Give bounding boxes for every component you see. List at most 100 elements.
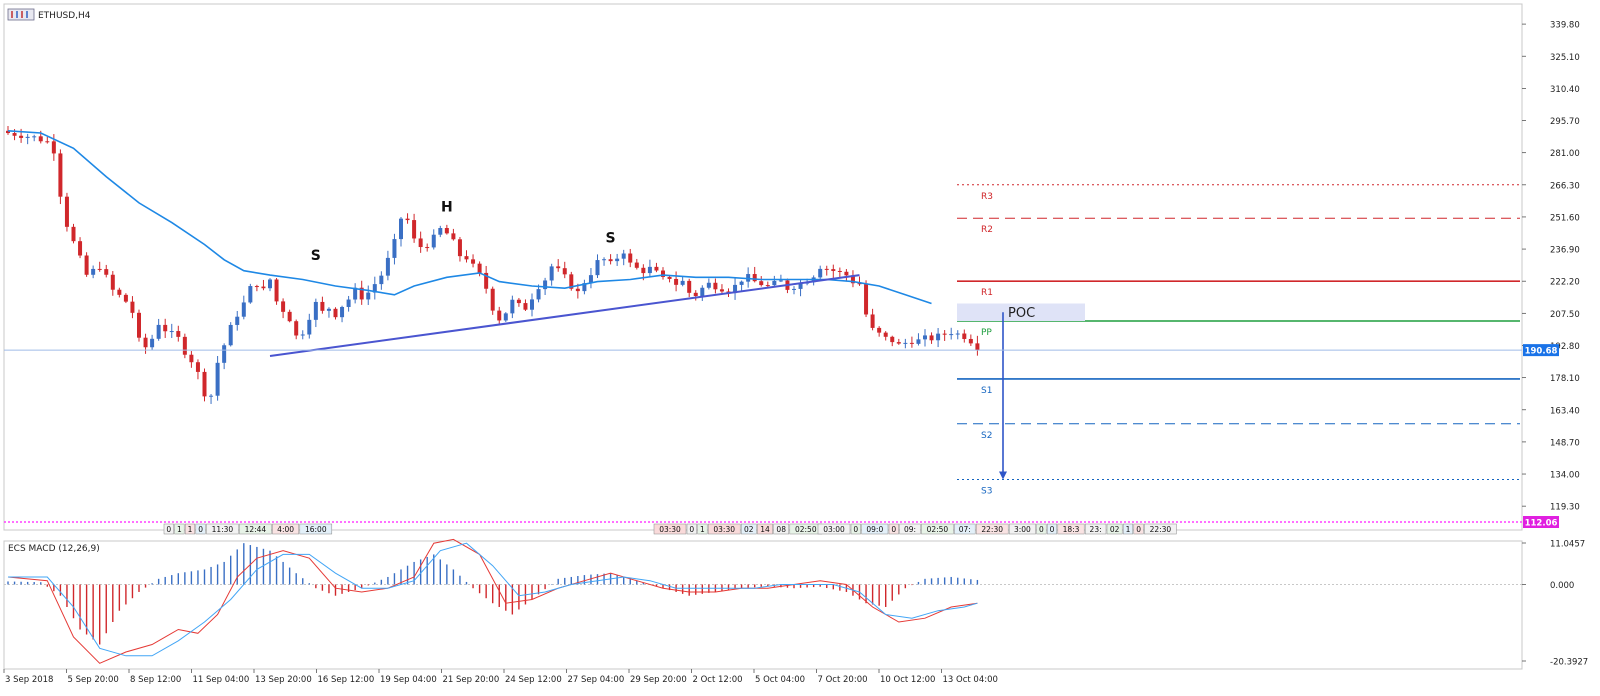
candle-body bbox=[274, 279, 279, 302]
candle-body bbox=[687, 280, 692, 293]
symbol-title: ETHUSD,H4 bbox=[38, 11, 91, 21]
y-tick-label: 266.30 bbox=[1550, 181, 1580, 191]
session-chip-label: 1 bbox=[1126, 525, 1131, 534]
candle-body bbox=[634, 262, 639, 268]
candle-body bbox=[418, 238, 423, 248]
x-tick-label: 16 Sep 12:00 bbox=[318, 675, 375, 685]
session-chip bbox=[921, 523, 954, 535]
candle-body bbox=[300, 334, 305, 336]
session-chip-label: 11:30 bbox=[212, 525, 234, 534]
candle-body bbox=[523, 303, 528, 310]
x-tick-label: 5 Sep 20:00 bbox=[68, 675, 119, 685]
candle-body bbox=[844, 271, 849, 276]
candle-body bbox=[294, 321, 299, 336]
session-chip bbox=[740, 523, 757, 535]
candle-body bbox=[169, 331, 174, 333]
macd-title: ECS MACD (12,26,9) bbox=[8, 544, 100, 554]
candle-body bbox=[569, 274, 574, 289]
session-chip bbox=[1106, 523, 1123, 535]
candle-body bbox=[870, 314, 875, 328]
session-chip-label: 0 bbox=[1136, 525, 1141, 534]
poc-label: POC bbox=[1008, 306, 1035, 321]
x-tick-label: 13 Sep 20:00 bbox=[255, 675, 312, 685]
candle-body bbox=[372, 284, 377, 293]
y-tick-label: 207.50 bbox=[1550, 310, 1580, 320]
candle-body bbox=[798, 283, 803, 289]
candle-body bbox=[824, 268, 829, 270]
session-chip bbox=[888, 523, 899, 535]
y-tick-label: 148.70 bbox=[1550, 438, 1580, 448]
candle-body bbox=[497, 310, 502, 321]
candle-body bbox=[333, 308, 338, 318]
session-chip-label: 1 bbox=[700, 525, 705, 534]
candle-body bbox=[209, 395, 214, 397]
candle-body bbox=[412, 220, 417, 239]
candle-body bbox=[962, 333, 967, 339]
y-tick-label: 192.80 bbox=[1550, 342, 1580, 352]
session-chip bbox=[1084, 523, 1107, 535]
candle-body bbox=[837, 270, 842, 272]
candle-body bbox=[222, 345, 227, 363]
y-tick-label: 251.60 bbox=[1550, 213, 1580, 223]
session-chip-label: 0 bbox=[1039, 525, 1044, 534]
candle-body bbox=[91, 268, 96, 275]
candle-body bbox=[379, 275, 384, 285]
candle-body bbox=[909, 342, 914, 344]
candle-body bbox=[968, 338, 973, 344]
candle-body bbox=[130, 301, 135, 313]
session-chip bbox=[163, 523, 174, 535]
poc-box bbox=[957, 303, 1085, 322]
candle-body bbox=[628, 253, 633, 263]
y-tick-label: 163.40 bbox=[1550, 406, 1580, 416]
candle-body bbox=[254, 286, 259, 288]
candle-body bbox=[896, 342, 901, 344]
x-tick-label: 2 Oct 12:00 bbox=[693, 675, 743, 685]
session-chip-label: 23: bbox=[1090, 525, 1102, 534]
candle-body bbox=[464, 256, 469, 260]
y-tick-label: 281.00 bbox=[1550, 149, 1580, 159]
y-tick-label: 295.70 bbox=[1550, 117, 1580, 127]
current-price-label: 190.68 bbox=[1525, 347, 1558, 357]
candle-body bbox=[326, 308, 331, 311]
session-chip-label: 08 bbox=[776, 525, 786, 534]
session-chip-label: 22:30 bbox=[1150, 525, 1172, 534]
candle-body bbox=[228, 324, 233, 346]
x-tick-label: 19 Sep 04:00 bbox=[380, 675, 437, 685]
y-tick-label: 325.10 bbox=[1550, 53, 1580, 63]
candle-body bbox=[110, 274, 115, 290]
candle-body bbox=[451, 233, 456, 240]
candle-body bbox=[287, 311, 292, 322]
session-chip bbox=[899, 523, 921, 535]
session-chip bbox=[773, 523, 790, 535]
x-tick-label: 5 Oct 04:00 bbox=[755, 675, 805, 685]
macd-y-tick-label: 11.0457 bbox=[1550, 540, 1585, 550]
candle-body bbox=[936, 333, 941, 341]
pivot-level-label: R1 bbox=[981, 288, 993, 298]
candle-body bbox=[700, 287, 705, 297]
y-tick-label: 119.30 bbox=[1550, 503, 1580, 513]
pattern-label: H bbox=[441, 200, 453, 216]
session-chip-label: 07: bbox=[959, 525, 971, 534]
session-chip-label: 02:50 bbox=[927, 525, 949, 534]
candle-body bbox=[588, 275, 593, 284]
candle-body bbox=[661, 270, 665, 277]
candle-body bbox=[510, 299, 515, 314]
session-chip-label: 03:30 bbox=[713, 525, 735, 534]
session-chip-label: 4:00 bbox=[277, 525, 294, 534]
magenta-level-tag bbox=[1523, 516, 1559, 528]
candle-body bbox=[621, 253, 626, 259]
candle-body bbox=[163, 324, 168, 332]
candle-body bbox=[281, 301, 286, 312]
y-tick-label: 222.20 bbox=[1550, 278, 1580, 288]
x-tick-label: 7 Oct 20:00 bbox=[818, 675, 868, 685]
candle-body bbox=[719, 289, 724, 292]
x-tick-label: 27 Sep 04:00 bbox=[568, 675, 625, 685]
candle-body bbox=[405, 218, 410, 221]
session-chip-label: 14 bbox=[760, 525, 770, 534]
candle-body bbox=[182, 336, 187, 355]
candle-body bbox=[313, 301, 318, 320]
candle-body bbox=[84, 255, 89, 275]
y-tick-label: 339.80 bbox=[1550, 21, 1580, 31]
candle-body bbox=[195, 362, 200, 372]
candle-body bbox=[104, 269, 109, 275]
